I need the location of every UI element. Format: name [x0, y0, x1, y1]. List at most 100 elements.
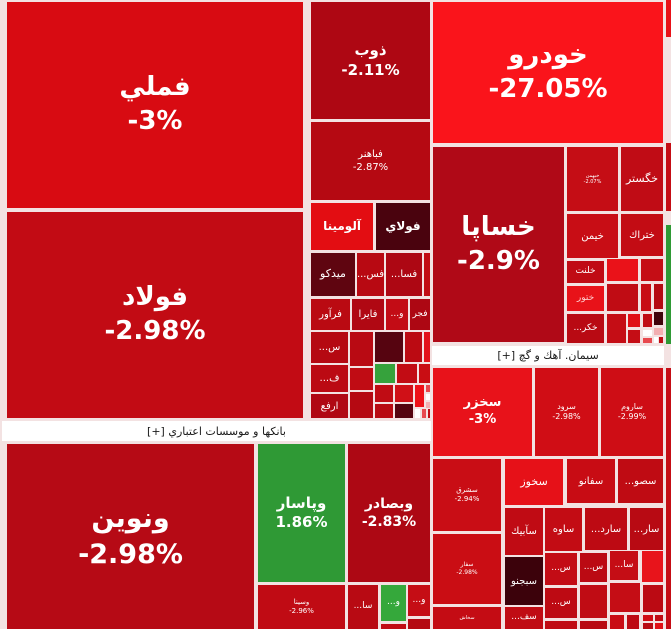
treemap-tile-unlabeled[interactable]	[642, 551, 663, 582]
treemap-tile-unlabeled[interactable]	[641, 259, 663, 281]
treemap-tile-unlabeled[interactable]	[375, 364, 395, 383]
treemap-tile-unlabeled[interactable]	[666, 0, 671, 37]
treemap-tile-unlabeled[interactable]	[666, 225, 671, 344]
treemap-tile[interactable]: سفار -2.98%	[433, 534, 501, 604]
treemap-tile-unlabeled[interactable]	[426, 385, 430, 392]
treemap-tile[interactable]: فملي -3%	[7, 2, 303, 208]
treemap-tile[interactable]: س...	[545, 553, 577, 585]
treemap-tile-unlabeled[interactable]	[654, 328, 663, 335]
treemap-tile[interactable]: سآبيك	[505, 508, 543, 555]
treemap-tile-unlabeled[interactable]	[654, 312, 663, 325]
treemap-tile-unlabeled[interactable]	[643, 338, 652, 343]
treemap-tile[interactable]: سخاش	[433, 607, 501, 629]
treemap-tile-unlabeled[interactable]	[381, 624, 406, 629]
treemap-tile[interactable]: خكر...	[567, 314, 604, 343]
treemap-tile-unlabeled[interactable]	[610, 583, 640, 612]
treemap-tile[interactable]: فباهنر -2.87%	[311, 122, 430, 200]
treemap-tile[interactable]: سا...	[610, 551, 638, 580]
treemap-tile[interactable]: خگستر	[621, 147, 663, 211]
treemap-tile-unlabeled[interactable]	[607, 314, 626, 343]
treemap-tile-unlabeled[interactable]	[655, 623, 663, 629]
treemap-tile[interactable]: سصو...	[618, 459, 663, 503]
treemap-tile-unlabeled[interactable]	[654, 337, 658, 343]
treemap-tile[interactable]: ارفع	[311, 394, 348, 418]
treemap-tile[interactable]: سبجنو	[505, 557, 543, 605]
treemap-tile-unlabeled[interactable]	[643, 314, 652, 327]
treemap-tile[interactable]: خبهمن -2.07%	[567, 147, 618, 211]
treemap-tile-unlabeled[interactable]	[397, 364, 417, 383]
sector-header-banks[interactable]: بانكها و موسسات اعتباري [+]	[2, 421, 431, 441]
treemap-tile[interactable]: فايرا	[352, 299, 384, 330]
treemap-tile-unlabeled[interactable]	[628, 314, 640, 327]
treemap-tile-unlabeled[interactable]	[580, 585, 607, 618]
treemap-tile-unlabeled[interactable]	[607, 284, 638, 311]
treemap-tile[interactable]: سرود -2.98%	[535, 368, 598, 456]
treemap-tile[interactable]: وسينا -2.96%	[258, 585, 345, 629]
treemap-tile[interactable]: سشرق -2.94%	[433, 459, 501, 531]
treemap-tile[interactable]: س...	[545, 588, 577, 618]
treemap-tile[interactable]: ختراك	[621, 214, 663, 256]
treemap-tile[interactable]: خلنت	[567, 261, 604, 283]
treemap-tile[interactable]: ساوه	[545, 508, 582, 551]
treemap-tile[interactable]: سار...	[630, 508, 663, 550]
treemap-tile[interactable]: سف...	[505, 607, 543, 629]
treemap-tile-unlabeled[interactable]	[350, 332, 373, 366]
treemap-tile-unlabeled[interactable]	[610, 615, 624, 629]
treemap-tile-unlabeled[interactable]	[415, 409, 420, 418]
treemap-tile-unlabeled[interactable]	[375, 385, 393, 402]
treemap-tile[interactable]: ونوين -2.98%	[7, 444, 254, 629]
treemap-tile[interactable]: س...	[580, 553, 607, 582]
treemap-tile-unlabeled[interactable]	[580, 621, 607, 629]
treemap-tile-unlabeled[interactable]	[627, 615, 639, 629]
treemap-tile-unlabeled[interactable]	[395, 404, 413, 418]
treemap-tile-unlabeled[interactable]	[350, 368, 373, 390]
treemap-tile[interactable]: ختور	[567, 286, 604, 311]
treemap-tile-unlabeled[interactable]	[408, 619, 430, 629]
treemap-tile[interactable]: فس...	[357, 253, 384, 296]
treemap-tile-unlabeled[interactable]	[350, 392, 373, 418]
treemap-tile[interactable]: ذوب -2.11%	[311, 2, 430, 119]
treemap-tile[interactable]: ميدكو	[311, 253, 355, 296]
treemap-tile[interactable]: فسا...	[386, 253, 422, 296]
treemap-tile[interactable]: خودرو -27.05%	[433, 2, 663, 143]
treemap-tile[interactable]: خيمن	[567, 214, 618, 258]
treemap-tile-unlabeled[interactable]	[545, 621, 577, 629]
treemap-tile[interactable]: و...	[386, 299, 408, 330]
treemap-tile[interactable]: سا...	[348, 585, 378, 629]
treemap-tile[interactable]: سفانو	[567, 459, 615, 503]
treemap-tile-unlabeled[interactable]	[375, 404, 393, 418]
treemap-tile[interactable]: فولاد -2.98%	[7, 212, 303, 418]
treemap-tile-unlabeled[interactable]	[655, 615, 663, 621]
treemap-tile-unlabeled[interactable]	[424, 332, 430, 362]
treemap-tile[interactable]: ساروم -2.99%	[601, 368, 663, 456]
treemap-tile[interactable]: وپاسار 1.86%	[258, 444, 345, 582]
treemap-tile-unlabeled[interactable]	[654, 284, 663, 309]
treemap-tile-unlabeled[interactable]	[419, 364, 430, 383]
treemap-tile[interactable]: فرآور	[311, 299, 350, 330]
treemap-tile-unlabeled[interactable]	[641, 284, 651, 311]
treemap-tile[interactable]: خساپا -2.9%	[433, 147, 564, 342]
treemap-tile[interactable]: س...	[311, 332, 348, 363]
treemap-tile-unlabeled[interactable]	[643, 330, 652, 336]
treemap-tile-unlabeled[interactable]	[643, 623, 653, 629]
treemap-tile[interactable]: فجر	[410, 299, 430, 330]
treemap-tile-unlabeled[interactable]	[643, 615, 653, 621]
treemap-tile[interactable]: سخوز	[505, 459, 563, 505]
treemap-tile-unlabeled[interactable]	[415, 385, 424, 407]
treemap-tile-unlabeled[interactable]	[405, 332, 422, 362]
treemap-tile-unlabeled[interactable]	[643, 585, 663, 612]
treemap-tile[interactable]: و...	[381, 585, 406, 621]
treemap-tile[interactable]: آلومينا	[311, 203, 373, 250]
treemap-tile[interactable]: فولاي	[376, 203, 430, 250]
treemap-tile-unlabeled[interactable]	[607, 259, 638, 281]
treemap-tile-unlabeled[interactable]	[428, 409, 430, 418]
treemap-tile-unlabeled[interactable]	[426, 394, 430, 400]
treemap-tile[interactable]: و...	[408, 585, 430, 616]
treemap-tile-unlabeled[interactable]	[375, 332, 403, 362]
treemap-tile-unlabeled[interactable]	[659, 337, 663, 343]
treemap-tile-unlabeled[interactable]	[628, 330, 640, 343]
treemap-tile[interactable]: سارد...	[585, 508, 627, 550]
treemap-tile-unlabeled[interactable]	[426, 402, 430, 408]
treemap-tile-unlabeled[interactable]	[395, 385, 413, 402]
sector-header-cement[interactable]: سيمان. آهك و گچ [+]	[432, 346, 664, 365]
